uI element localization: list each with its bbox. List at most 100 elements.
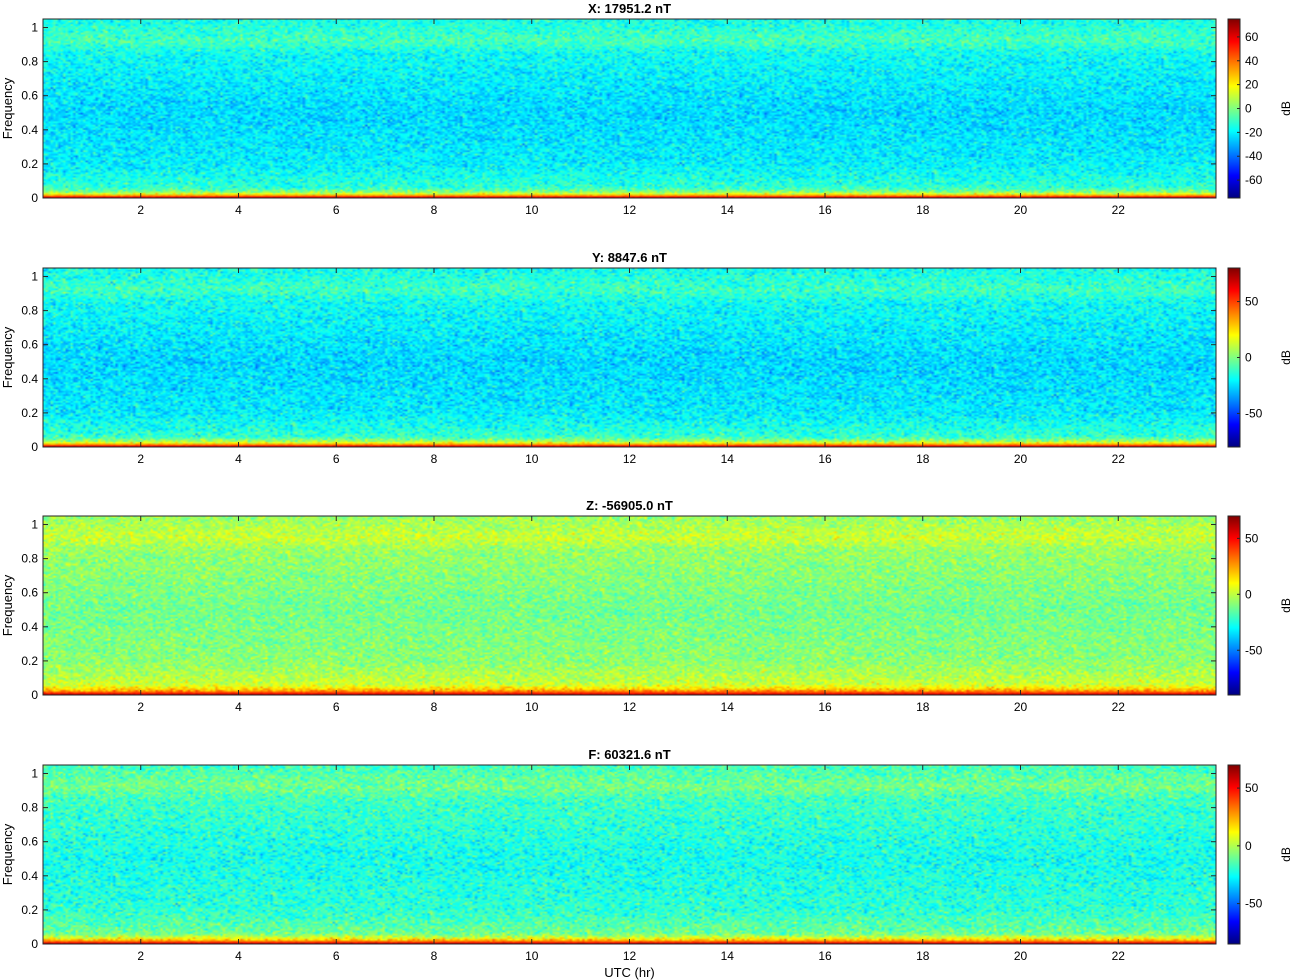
x-axis-label: UTC (hr) [604,965,655,980]
y-tick-label: 0 [31,937,38,951]
y-tick-label: 1 [31,21,38,35]
spectrogram-panel-2: Y: 8847.6 nT2 4 6 8 10 12 14 16 18 20 2200.20.40.6… [0,250,1293,466]
panel-title: X: 17951.2 nT [588,1,671,16]
x-tick-label: 12 [623,452,637,466]
x-tick-label: 12 [623,949,637,963]
x-tick-label: 4 [235,700,242,714]
spectrogram-image [43,268,1216,447]
panel-title: F: 60321.6 nT [588,747,670,762]
colorbar-tick-label: 40 [1245,54,1259,68]
colorbar: -60 -40 -20 0 20 40 60 dB [1227,18,1293,199]
x-tick-label: 18 [916,700,930,714]
colorbar-tick-label: 0 [1245,839,1252,853]
y-axis-label: Frequency [0,823,15,885]
x-tick-label: 18 [916,949,930,963]
x-tick-label: 18 [916,203,930,217]
colorbar: -50 0 50 dB [1227,515,1293,696]
colorbar-label: dB [1279,598,1293,613]
y-tick-label: 0.4 [21,372,38,386]
colorbar-tick-label: 0 [1245,351,1252,365]
y-axis-label: Frequency [0,574,15,636]
x-tick-label: 2 [137,700,144,714]
x-tick-label: 2 [137,203,144,217]
colorbar-tick-label: 0 [1245,102,1252,116]
y-tick-label: 0.4 [21,620,38,634]
y-tick-label: 0.2 [21,406,38,420]
y-tick-label: 0.4 [21,123,38,137]
x-tick-label: 10 [525,203,539,217]
x-tick-label: 10 [525,452,539,466]
x-tick-label: 4 [235,949,242,963]
y-tick-label: 0.6 [21,835,38,849]
spectrogram-image [43,19,1216,198]
y-tick-label: 0 [31,688,38,702]
x-tick-label: 18 [916,452,930,466]
x-tick-label: 20 [1014,700,1028,714]
x-tick-label: 14 [721,203,735,217]
y-tick-label: 0.2 [21,157,38,171]
y-tick-label: 0.6 [21,89,38,103]
y-tick-label: 0.6 [21,338,38,352]
y-tick-label: 0.8 [21,55,38,69]
y-tick-label: 0.8 [21,304,38,318]
colorbar-tick-label: 50 [1245,295,1259,309]
x-tick-label: 6 [333,203,340,217]
colorbar-tick-label: -50 [1245,643,1263,657]
colorbar: -50 0 50 dB [1227,267,1293,448]
x-tick-label: 6 [333,949,340,963]
spectrogram-image [43,516,1216,695]
x-tick-label: 2 [137,949,144,963]
y-tick-label: 1 [31,767,38,781]
colorbar-tick-label: 20 [1245,78,1259,92]
x-tick-label: 8 [431,203,438,217]
panel-title: Z: -56905.0 nT [586,498,673,513]
x-tick-label: 20 [1014,452,1028,466]
x-tick-label: 2 [137,452,144,466]
y-tick-label: 1 [31,270,38,284]
x-tick-label: 22 [1112,700,1126,714]
x-tick-label: 8 [431,452,438,466]
y-axis-label: Frequency [0,77,15,139]
x-tick-label: 8 [431,949,438,963]
y-tick-label: 0 [31,191,38,205]
y-tick-label: 0.8 [21,552,38,566]
spectrogram-panel-1: X: 17951.2 nT2 4 6 8 10 12 14 16 18 20 2200.20.40.… [0,1,1293,217]
x-tick-label: 6 [333,452,340,466]
x-tick-label: 12 [623,700,637,714]
colorbar: -50 0 50 dB [1227,764,1293,945]
x-tick-label: 20 [1014,949,1028,963]
y-tick-label: 0 [31,440,38,454]
x-tick-label: 14 [721,700,735,714]
colorbar-tick-label: 0 [1245,587,1252,601]
colorbar-gradient [1227,515,1241,696]
x-tick-label: 16 [818,203,832,217]
colorbar-tick-label: 50 [1245,781,1259,795]
colorbar-tick-label: 50 [1245,531,1259,545]
colorbar-label: dB [1279,847,1293,862]
x-tick-label: 12 [623,203,637,217]
y-tick-label: 1 [31,518,38,532]
y-tick-label: 0.4 [21,869,38,883]
x-tick-label: 14 [721,949,735,963]
x-tick-label: 22 [1112,949,1126,963]
x-tick-label: 14 [721,452,735,466]
y-tick-label: 0.2 [21,903,38,917]
spectrogram-panel-4: F: 60321.6 nT2 4 6 8 10 12 14 16 18 20 2200.20.40.… [0,747,1293,980]
colorbar-label: dB [1279,101,1293,116]
y-tick-label: 0.8 [21,801,38,815]
x-tick-label: 20 [1014,203,1028,217]
colorbar-tick-label: -50 [1245,406,1263,420]
colorbar-tick-label: -50 [1245,897,1263,911]
x-tick-label: 8 [431,700,438,714]
x-tick-label: 4 [235,203,242,217]
x-tick-label: 16 [818,949,832,963]
x-tick-label: 16 [818,700,832,714]
colorbar-tick-label: -60 [1245,173,1263,187]
x-tick-label: 10 [525,949,539,963]
colorbar-tick-label: -40 [1245,149,1263,163]
spectrogram-panel-3: Z: -56905.0 nT2 4 6 8 10 12 14 16 18 20 2200.20.40… [0,498,1293,714]
x-tick-label: 4 [235,452,242,466]
x-tick-label: 10 [525,700,539,714]
colorbar-tick-label: -20 [1245,125,1263,139]
